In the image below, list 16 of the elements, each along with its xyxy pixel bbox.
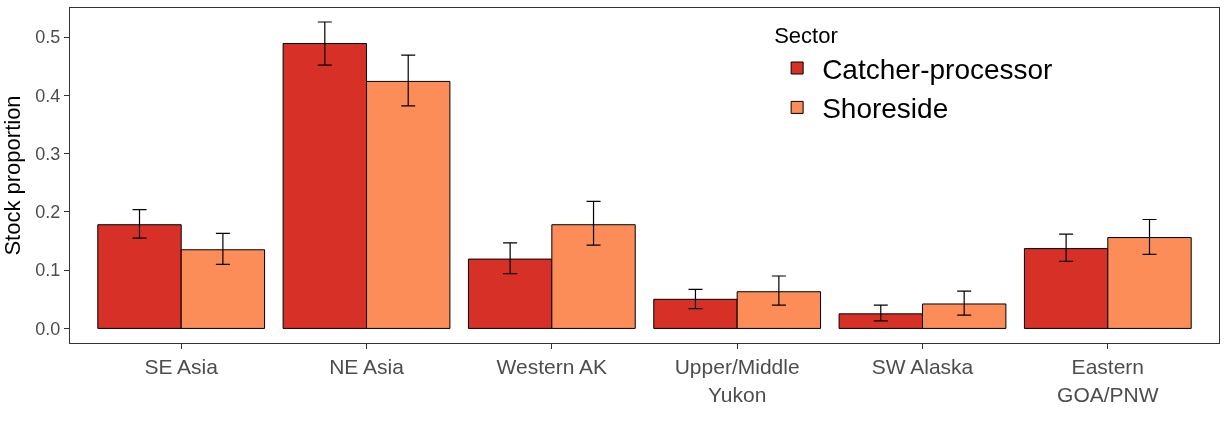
x-tick-label: Eastern GOA/PNW [1057,355,1159,406]
x-tick-label: SE Asia [144,355,219,379]
x-tick-label: SW Alaska [871,355,974,379]
y-tick-label: 0.5 [35,27,61,48]
x-tick-label: Upper/Middle Yukon [674,355,800,406]
x-tick-label: Western AK [496,355,608,379]
y-tick-label: 0.1 [35,260,61,281]
legend-label: Shoreside [822,93,949,125]
y-tick-label: 0.0 [35,318,61,339]
x-tick-label: NE Asia [329,355,405,379]
y-tick-label: 0.2 [35,202,61,223]
y-axis-title: Stock proportion [0,95,26,256]
y-tick-label: 0.3 [35,143,61,164]
y-tick-label: 0.4 [35,85,61,106]
legend-label: Catcher-processor [822,53,1053,85]
legend-title: Sector [774,23,838,49]
